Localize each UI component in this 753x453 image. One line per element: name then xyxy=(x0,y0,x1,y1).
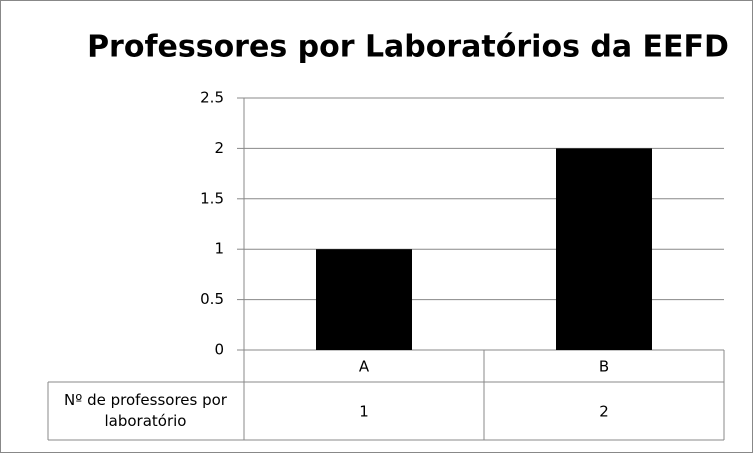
y-tick-label: 2.5 xyxy=(200,89,224,107)
bar xyxy=(556,148,652,350)
y-tick-label: 0.5 xyxy=(200,290,224,308)
x-tick-label: A xyxy=(359,358,370,376)
legend-entry: Nº de professores por laboratório xyxy=(64,391,227,430)
y-tick-label: 0 xyxy=(214,341,224,359)
bar xyxy=(316,249,412,350)
table-value: 1 xyxy=(359,403,369,421)
table-value: 2 xyxy=(599,403,609,421)
y-tick-label: 1 xyxy=(214,240,224,258)
x-tick-label: B xyxy=(599,358,609,376)
y-tick-label: 1.5 xyxy=(200,189,224,207)
chart-title: Professores por Laboratórios da EEFD xyxy=(87,30,729,65)
y-tick-label: 2 xyxy=(214,139,224,157)
